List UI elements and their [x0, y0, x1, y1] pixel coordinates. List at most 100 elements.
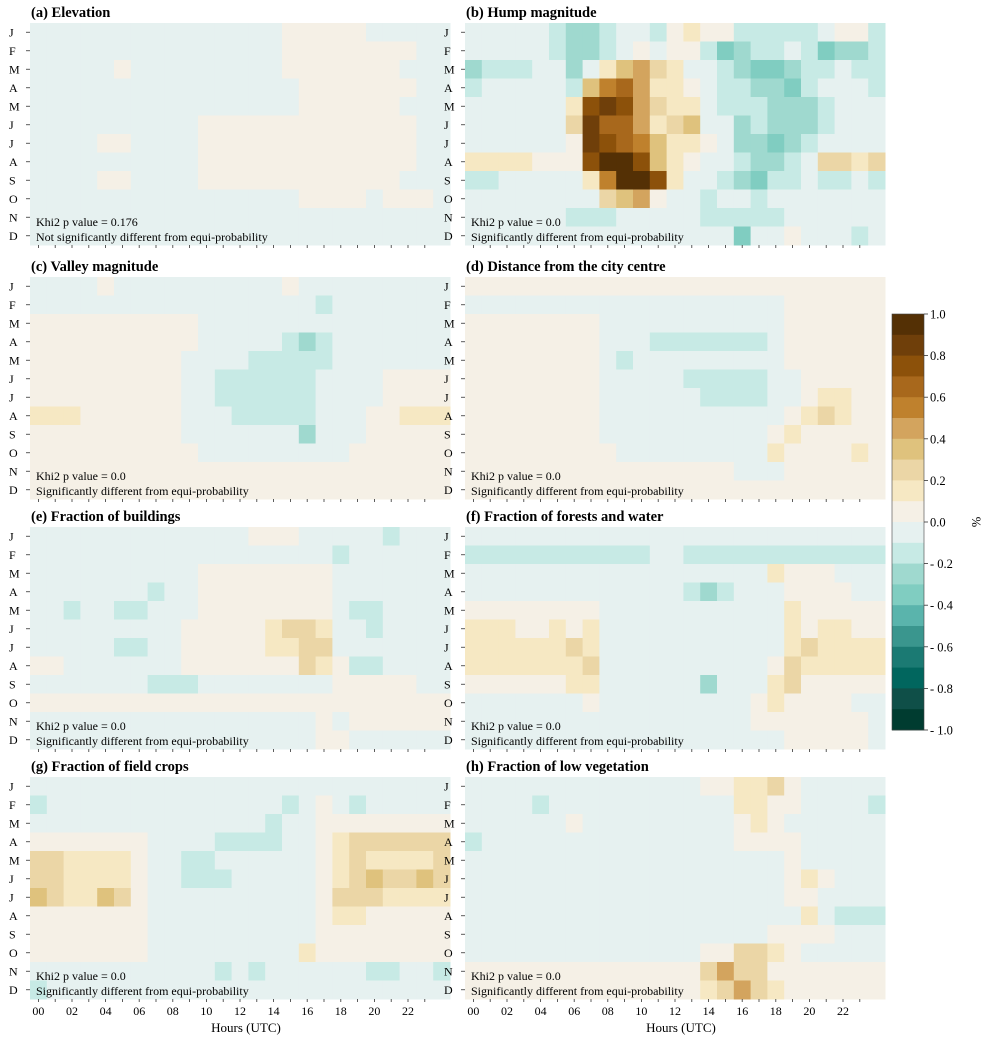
heatmap-cell [30, 189, 48, 209]
heatmap-cell [834, 712, 852, 731]
heatmap-cell [332, 712, 350, 731]
heatmap-cell [332, 462, 350, 481]
heatmap-cell [549, 962, 567, 981]
heatmap-cell [633, 564, 651, 583]
heatmap-cell [481, 462, 500, 481]
heatmap-cell [147, 60, 165, 79]
heatmap-cell [717, 171, 735, 190]
heatmap-cell [851, 888, 869, 907]
heatmap-cell [282, 388, 300, 407]
heatmap-cell [582, 115, 600, 135]
heatmap-cell [198, 943, 216, 963]
heatmap-cell [750, 480, 768, 500]
heatmap-cell [666, 425, 684, 444]
heatmap-cell [298, 152, 317, 172]
heatmap-cell [214, 619, 233, 639]
heatmap-cell [817, 832, 836, 852]
heatmap-cell [565, 295, 584, 315]
heatmap-cell [700, 851, 718, 870]
heatmap-cell [481, 60, 500, 79]
heatmap-cell [46, 712, 65, 731]
heatmap-cell [265, 906, 283, 926]
heatmap-cell [683, 888, 701, 907]
heatmap-cell [433, 638, 451, 657]
month-tick-label: J [9, 372, 14, 386]
heatmap-cell [30, 582, 48, 602]
heatmap-cell [868, 425, 886, 444]
heatmap-cell [30, 962, 48, 981]
heatmap-cell [433, 832, 451, 852]
heatmap-cell [834, 675, 852, 694]
heatmap-cell [130, 777, 149, 796]
heatmap-cell [666, 943, 684, 963]
heatmap-cell [481, 115, 500, 135]
heatmap-cell [868, 23, 886, 42]
panel-title: (f) Fraction of forests and water [466, 509, 664, 525]
heatmap-cell [851, 60, 869, 79]
heatmap-cell [633, 777, 651, 796]
heatmap-cell [399, 226, 417, 246]
heatmap-cell [733, 425, 752, 444]
heatmap-cell [750, 134, 768, 153]
heatmap-cell [733, 23, 752, 42]
heatmap-cell [80, 369, 98, 389]
month-tick-label: D [9, 483, 18, 497]
heatmap-cell [481, 78, 500, 98]
heatmap-cell [599, 462, 617, 481]
panel-title: (h) Fraction of low vegetation [466, 759, 649, 775]
heatmap-cell [599, 295, 617, 315]
heatmap-cell [515, 23, 533, 42]
heatmap-cell [130, 851, 149, 870]
heatmap-cell [30, 480, 48, 500]
heatmap-cell [30, 675, 48, 694]
heatmap-cell [649, 115, 668, 135]
heatmap-cell [130, 480, 149, 500]
heatmap-cell [80, 619, 98, 639]
heatmap-cell [649, 388, 668, 407]
heatmap-cell [599, 777, 617, 796]
heatmap-cell [817, 78, 836, 98]
heatmap-cell [181, 226, 199, 246]
heatmap-cell [130, 351, 149, 370]
heatmap-cell [433, 906, 451, 926]
heatmap-cell [801, 730, 819, 750]
heatmap-cell [700, 226, 718, 246]
heatmap-cell [382, 730, 401, 750]
heatmap-cell [750, 314, 768, 333]
heatmap-cell [97, 619, 115, 639]
heatmap-cell [181, 693, 199, 713]
heatmap-cell [46, 23, 65, 42]
heatmap-cell [46, 78, 65, 98]
heatmap-cell [515, 406, 533, 426]
heatmap-cell [399, 795, 417, 815]
heatmap-cell [481, 23, 500, 42]
heatmap-cell [382, 277, 401, 296]
heatmap-cell [164, 208, 182, 227]
month-tick-label: M [9, 816, 20, 830]
heatmap-cell [399, 601, 417, 620]
heatmap-cell [164, 925, 182, 944]
heatmap-cell [147, 638, 165, 657]
heatmap-cell [114, 462, 132, 481]
heatmap-cell [801, 443, 819, 463]
heatmap-cell [46, 869, 65, 889]
heatmap-cell [649, 406, 668, 426]
heatmap-cell [114, 962, 132, 981]
heatmap-cell [332, 295, 350, 315]
heatmap-cell [616, 277, 634, 296]
heatmap-cell [599, 527, 617, 546]
heatmap-cell [382, 314, 401, 333]
colorbar-segment [892, 688, 924, 710]
month-tick-label: A [444, 81, 453, 95]
heatmap-cell [198, 730, 216, 750]
heatmap-cell [265, 777, 283, 796]
heatmap-cell [549, 832, 567, 852]
heatmap-cell [30, 730, 48, 750]
month-tick-label: A [444, 835, 453, 849]
heatmap-cell [851, 351, 869, 370]
heatmap-cell [382, 656, 401, 676]
heatmap-cell [382, 832, 401, 852]
heatmap-cell [784, 601, 802, 620]
heatmap-cell [750, 851, 768, 870]
